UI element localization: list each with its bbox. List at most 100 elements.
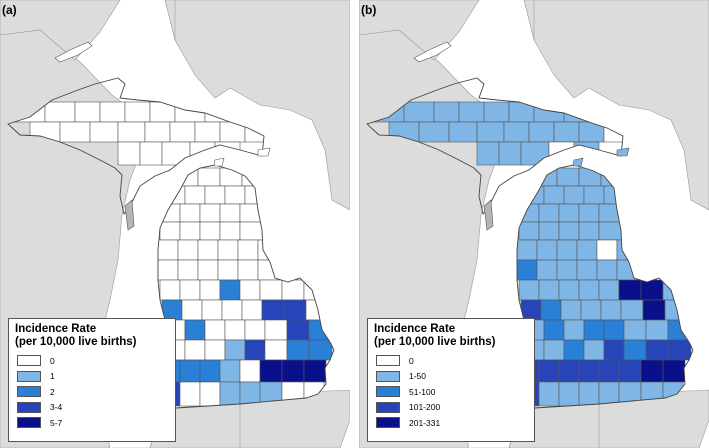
county [179,359,201,383]
county [204,319,226,341]
county [194,121,221,143]
county [578,359,600,383]
county [543,185,565,205]
county [576,259,598,281]
legend-label: 51-100 [409,386,436,397]
peninsula-door [124,199,135,231]
county [603,339,625,361]
county [498,141,522,166]
legend: Incidence Rate (per 10,000 live births) … [8,318,176,442]
county [536,259,558,281]
county [177,259,199,281]
legend-item: 0 [374,353,528,369]
county [281,279,305,301]
county [219,359,241,383]
county [259,359,283,383]
island [616,147,630,157]
county [618,359,642,383]
county [528,121,555,143]
island [257,147,271,157]
county [117,121,146,143]
county [219,381,241,407]
county [241,299,263,321]
county [520,299,542,321]
county [578,203,600,223]
county [179,381,201,407]
county [596,239,618,261]
neighbor-land [0,0,121,61]
county [221,299,243,321]
county [199,359,221,383]
county [139,141,163,166]
county [144,121,171,143]
county [239,221,264,241]
county [239,279,261,301]
upper-peninsula-outline [7,77,265,216]
county [598,359,620,383]
legend-label: 5-7 [50,417,63,428]
county [578,221,600,241]
county [563,185,585,205]
county [448,121,478,143]
legend-subtitle: (per 10,000 live births) [374,336,496,348]
county [286,339,310,361]
county [124,101,151,123]
county [558,279,580,301]
island [572,157,584,167]
isle-royale [413,41,452,63]
neighbor-land [164,0,350,211]
county [181,299,203,321]
panel-label: (a) [2,3,17,17]
legend-swatch [376,417,400,429]
peninsula-door [483,199,494,231]
county [89,121,119,143]
county [433,101,460,123]
county [662,359,686,383]
county [158,239,179,261]
county [560,299,582,321]
legend-subtitle: (per 10,000 live births) [15,336,137,348]
county [237,259,259,281]
county [518,279,540,301]
county [556,239,578,261]
county [558,221,580,241]
legend-swatch [376,355,400,367]
county [583,319,605,341]
county [158,259,179,281]
county [244,319,266,341]
county [201,299,223,321]
county [199,221,221,241]
county [640,279,664,301]
legend-label: 1 [50,371,55,382]
county [244,339,266,361]
county [517,239,538,261]
legend-label: 0 [50,355,55,366]
county [476,141,500,166]
county [563,319,585,341]
county [503,121,530,143]
county [458,101,485,123]
county [583,185,605,205]
county [558,203,580,223]
legend-swatch [17,386,41,398]
county [204,339,226,361]
county [197,259,219,281]
county [224,319,246,341]
legend-swatch [17,370,41,382]
county [99,101,126,123]
county [197,239,219,261]
county [600,299,622,321]
legend-label: 2 [50,386,55,397]
county [117,141,141,166]
island [213,157,225,167]
county [418,121,450,143]
county [538,279,560,301]
county [199,279,221,301]
county [578,279,600,301]
county [179,203,201,223]
county [199,203,221,223]
county [184,185,206,205]
legend-item: 2 [15,384,169,400]
county [261,299,285,321]
legend-item: 5-7 [15,415,169,431]
